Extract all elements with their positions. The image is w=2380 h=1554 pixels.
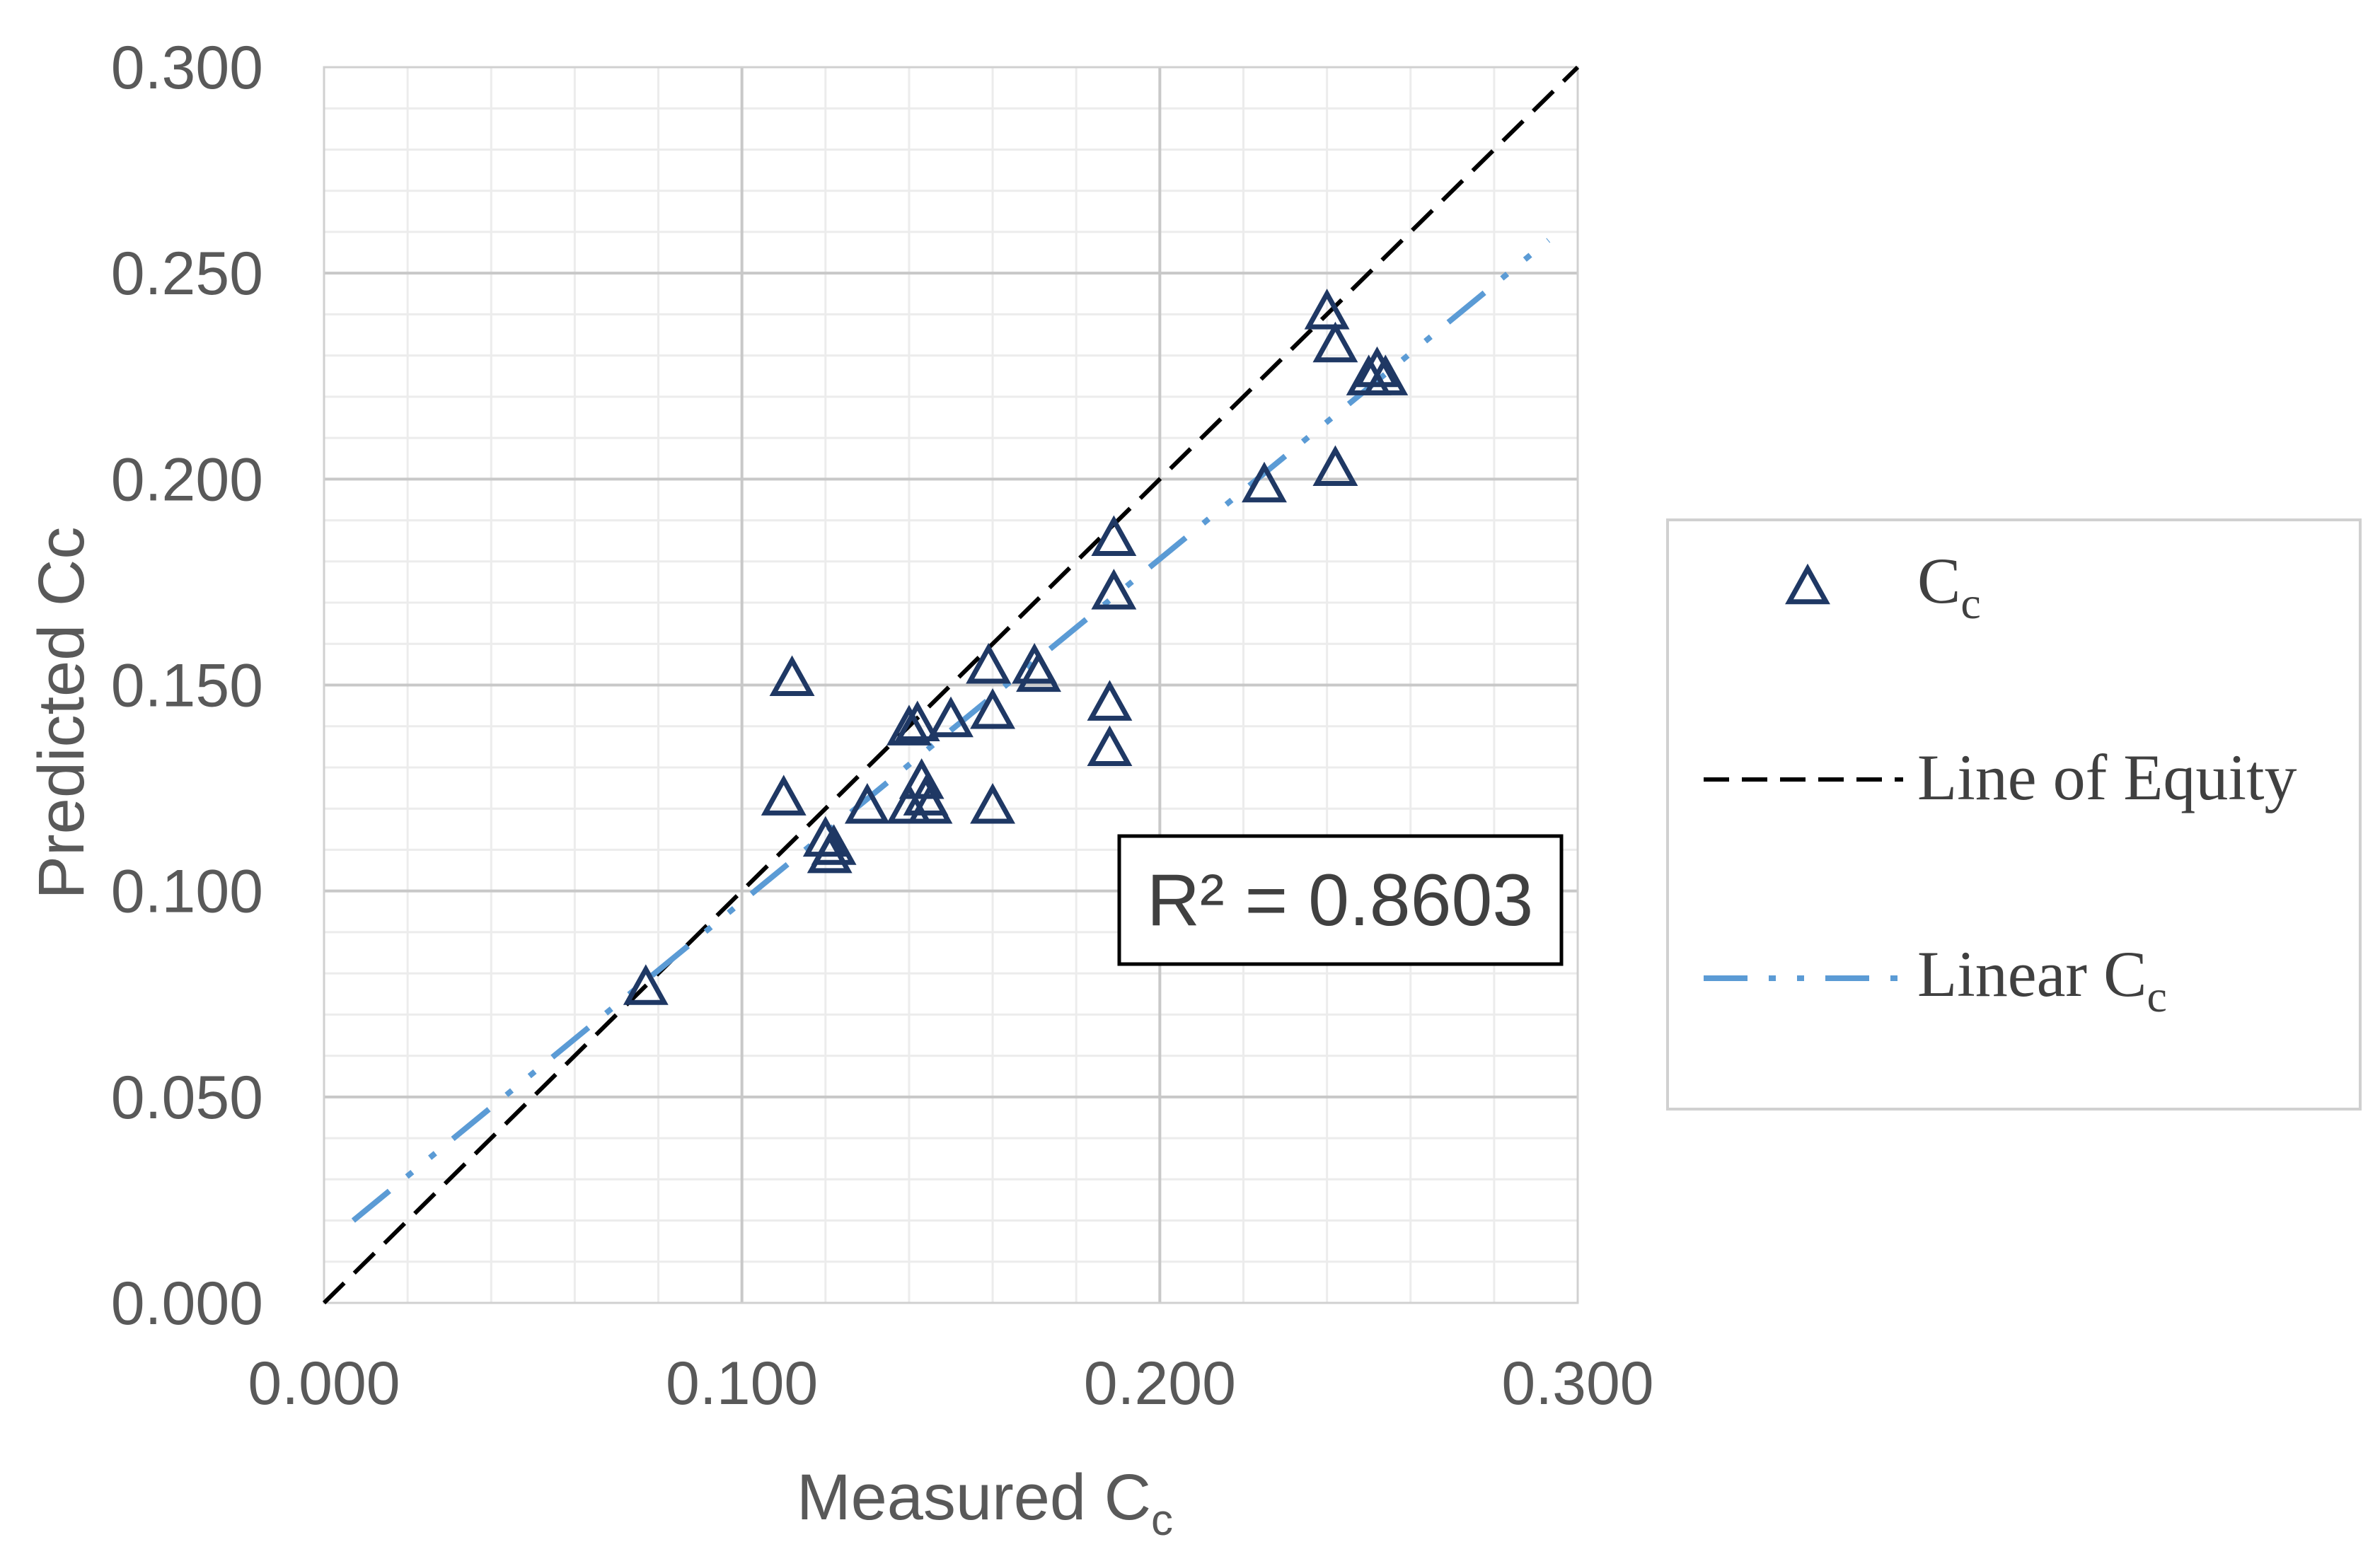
x-tick-label: 0.300 [1501, 1350, 1653, 1417]
data-point [970, 782, 1016, 824]
legend-item-linear-cc: Linear Cc [1704, 938, 2167, 1021]
plot-area [322, 65, 1580, 1305]
data-point [894, 700, 940, 742]
data-point [1312, 445, 1358, 486]
data-point [1312, 321, 1358, 363]
line-of-equity [322, 65, 1580, 1305]
legend-label-cc-subscript: c [1960, 578, 1980, 628]
y-axis-title: Predicted Cc [25, 527, 98, 900]
data-point [928, 696, 974, 738]
legend-label-linear-cc-main: Linear C [1917, 938, 2147, 1010]
x-tick-label: 0.100 [666, 1350, 818, 1417]
legend-label-cc: Cc [1917, 545, 1981, 628]
data-points [623, 289, 1409, 1005]
data-point [1304, 289, 1350, 330]
data-point [844, 782, 890, 824]
linear-trendline [351, 238, 1551, 1223]
data-point [761, 775, 807, 816]
y-tick-label: 0.150 [111, 652, 263, 720]
data-point [1016, 651, 1061, 692]
data-point [1363, 354, 1409, 395]
legend-label-line-of-equity: Line of Equity [1917, 741, 2297, 813]
legend: Cc Line of Equity Linear Cc [1666, 518, 2362, 1111]
r-squared-text: R² = 0.8603 [1147, 859, 1533, 941]
plot-border [323, 66, 1579, 1304]
y-tick-label: 0.100 [111, 858, 263, 926]
legend-item-line-of-equity: Line of Equity [1704, 741, 2297, 813]
x-tick-labels: 0.000 0.100 0.200 0.300 [248, 1350, 1653, 1417]
y-tick-label: 0.250 [111, 240, 263, 308]
y-tick-label: 0.200 [111, 446, 263, 514]
data-point [1091, 569, 1137, 610]
legend-box [1666, 518, 2362, 1111]
data-point [623, 964, 669, 1005]
x-axis-title-main: Measured C [797, 1461, 1151, 1533]
data-point [1087, 680, 1133, 721]
y-tick-label: 0.050 [111, 1064, 263, 1132]
data-point [802, 816, 848, 857]
y-tick-labels: 0.000 0.050 0.100 0.150 0.200 0.250 0.300 [111, 34, 263, 1338]
y-tick-label: 0.000 [111, 1270, 263, 1338]
legend-triangle [1785, 563, 1830, 605]
legend-triangle-marker [1785, 563, 1830, 605]
data-point [1354, 346, 1400, 388]
data-point [907, 782, 953, 824]
x-tick-label: 0.200 [1084, 1350, 1236, 1417]
data-point [769, 655, 815, 696]
series-lines [322, 65, 1580, 1305]
data-point [886, 704, 932, 746]
x-tick-label: 0.000 [248, 1350, 400, 1417]
data-point [1242, 461, 1287, 503]
legend-item-cc: Cc [1785, 545, 1981, 628]
legend-label-linear-cc-subscript: c [2147, 971, 2166, 1021]
legend-label-cc-main: C [1917, 545, 1960, 617]
y-tick-label: 0.300 [111, 34, 263, 102]
data-point [970, 688, 1016, 729]
x-axis-title-subscript: c [1151, 1496, 1173, 1545]
x-axis-title: Measured Cc [797, 1461, 1173, 1545]
data-point [966, 642, 1012, 684]
data-point [1091, 515, 1137, 556]
r-squared-annotation: R² = 0.8603 [1117, 834, 1564, 966]
data-point [811, 824, 857, 865]
data-point [899, 758, 945, 799]
data-point [1087, 725, 1133, 766]
major-gridlines [324, 67, 1578, 1303]
legend-label-linear-cc: Linear Cc [1917, 938, 2167, 1021]
